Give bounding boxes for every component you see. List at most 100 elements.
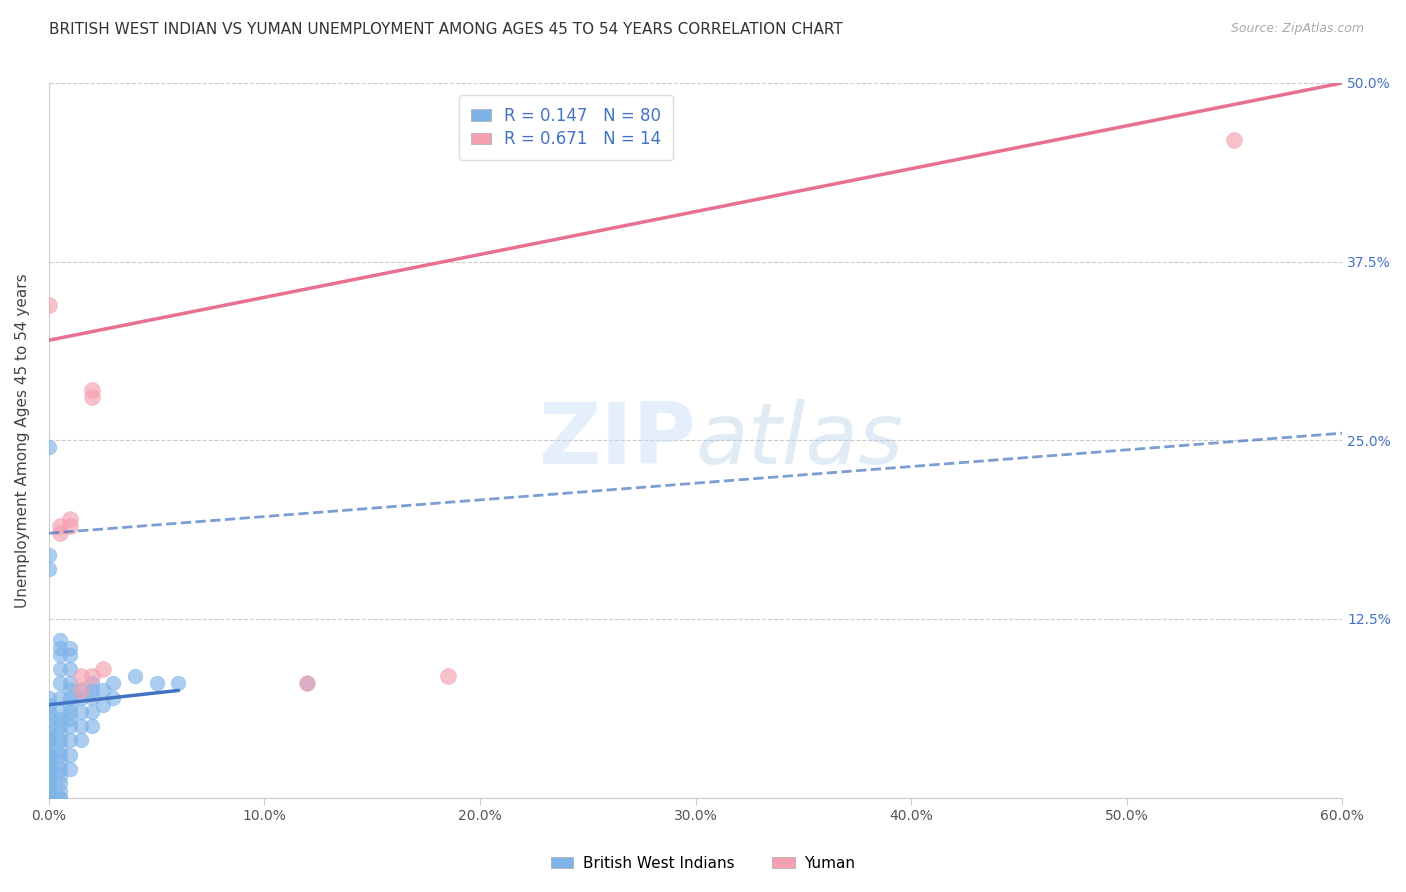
Point [48, 690, 70, 705]
Point [38, 783, 60, 797]
Point [38, 705, 60, 719]
Point [59, 747, 82, 762]
Point [48, 776, 70, 790]
Point [48, 526, 70, 541]
Point [38, 790, 60, 805]
Point [38, 762, 60, 776]
Point [80, 669, 103, 683]
Point [38, 712, 60, 726]
Point [59, 519, 82, 533]
Point [70, 683, 93, 698]
Point [103, 690, 125, 705]
Point [38, 776, 60, 790]
Point [38, 740, 60, 755]
Point [38, 562, 60, 576]
Point [38, 769, 60, 783]
Point [38, 726, 60, 740]
Point [38, 747, 60, 762]
Point [48, 740, 70, 755]
Point [70, 719, 93, 733]
Point [38, 776, 60, 790]
Point [38, 783, 60, 797]
Point [38, 776, 60, 790]
Point [48, 705, 70, 719]
Point [38, 755, 60, 769]
Point [297, 676, 319, 690]
Point [70, 705, 93, 719]
Point [38, 762, 60, 776]
Point [38, 441, 60, 455]
Point [124, 669, 146, 683]
Point [48, 783, 70, 797]
Point [38, 698, 60, 712]
Point [38, 790, 60, 805]
Point [48, 762, 70, 776]
Point [38, 747, 60, 762]
Point [48, 747, 70, 762]
Point [80, 683, 103, 698]
Text: BRITISH WEST INDIAN VS YUMAN UNEMPLOYMENT AMONG AGES 45 TO 54 YEARS CORRELATION : BRITISH WEST INDIAN VS YUMAN UNEMPLOYMEN… [49, 22, 844, 37]
Point [145, 676, 167, 690]
Text: ZIP: ZIP [537, 399, 696, 482]
Legend: R = 0.147   N = 80, R = 0.671   N = 14: R = 0.147 N = 80, R = 0.671 N = 14 [460, 95, 673, 160]
Point [48, 519, 70, 533]
Point [59, 683, 82, 698]
Point [48, 726, 70, 740]
Point [91, 662, 114, 676]
Text: Source: ZipAtlas.com: Source: ZipAtlas.com [1230, 22, 1364, 36]
Point [48, 633, 70, 648]
Point [70, 733, 93, 747]
Y-axis label: Unemployment Among Ages 45 to 54 years: Unemployment Among Ages 45 to 54 years [15, 273, 30, 607]
Point [80, 719, 103, 733]
Point [38, 690, 60, 705]
Point [80, 676, 103, 690]
Point [38, 719, 60, 733]
Point [80, 391, 103, 405]
Legend: British West Indians, Yuman: British West Indians, Yuman [544, 850, 862, 877]
Point [48, 755, 70, 769]
Point [59, 648, 82, 662]
Point [48, 712, 70, 726]
Point [38, 548, 60, 562]
Point [38, 762, 60, 776]
Text: atlas: atlas [696, 399, 904, 482]
Point [103, 676, 125, 690]
Point [91, 683, 114, 698]
Point [48, 676, 70, 690]
Point [38, 733, 60, 747]
Point [48, 733, 70, 747]
Point [48, 648, 70, 662]
Point [436, 669, 458, 683]
Point [59, 676, 82, 690]
Point [59, 712, 82, 726]
Point [48, 769, 70, 783]
Point [59, 640, 82, 655]
Point [48, 640, 70, 655]
Point [59, 719, 82, 733]
Point [59, 662, 82, 676]
Point [59, 705, 82, 719]
Point [38, 733, 60, 747]
Point [48, 662, 70, 676]
Point [70, 683, 93, 698]
Point [59, 690, 82, 705]
Point [91, 698, 114, 712]
Point [70, 669, 93, 683]
Point [59, 512, 82, 526]
Point [80, 690, 103, 705]
Point [80, 384, 103, 398]
Point [38, 297, 60, 311]
Point [38, 755, 60, 769]
Point [48, 790, 70, 805]
Point [48, 790, 70, 805]
Point [59, 733, 82, 747]
Point [38, 747, 60, 762]
Point [80, 705, 103, 719]
Point [38, 769, 60, 783]
Point [59, 698, 82, 712]
Point [297, 676, 319, 690]
Point [48, 719, 70, 733]
Point [1223, 133, 1246, 147]
Point [59, 762, 82, 776]
Point [167, 676, 190, 690]
